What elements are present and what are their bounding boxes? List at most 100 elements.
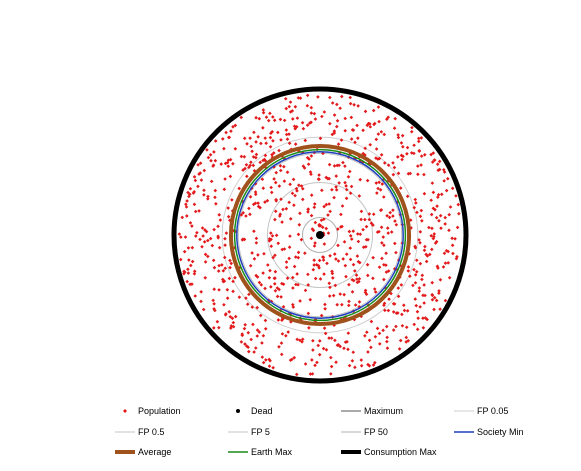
population-point bbox=[291, 177, 296, 182]
population-point bbox=[261, 108, 266, 112]
population-point bbox=[301, 164, 306, 168]
population-point bbox=[297, 183, 301, 187]
population-point bbox=[431, 190, 436, 195]
population-point bbox=[206, 194, 210, 199]
population-point bbox=[203, 228, 207, 232]
population-point bbox=[186, 271, 191, 275]
population-point bbox=[228, 265, 232, 270]
population-point bbox=[228, 157, 233, 162]
population-point bbox=[434, 215, 439, 220]
population-point bbox=[263, 136, 267, 140]
population-point bbox=[416, 172, 420, 177]
population-point bbox=[425, 317, 429, 322]
population-point bbox=[373, 290, 378, 294]
population-point bbox=[275, 294, 280, 299]
population-point bbox=[367, 212, 372, 216]
population-point bbox=[342, 346, 346, 351]
population-point bbox=[254, 152, 259, 157]
population-point bbox=[267, 275, 272, 280]
population-point bbox=[367, 363, 372, 368]
population-point bbox=[284, 260, 289, 264]
population-point bbox=[313, 363, 317, 368]
population-point bbox=[190, 259, 195, 264]
population-point bbox=[277, 345, 281, 349]
population-point bbox=[416, 139, 421, 144]
population-point bbox=[322, 204, 326, 209]
population-point bbox=[261, 186, 266, 191]
population-point bbox=[244, 296, 248, 300]
population-point bbox=[429, 234, 434, 238]
population-point bbox=[339, 212, 343, 217]
population-point bbox=[233, 123, 238, 128]
population-point bbox=[355, 254, 360, 258]
population-point bbox=[192, 202, 197, 207]
legend-item-consumption-max: Consumption Max bbox=[341, 447, 437, 457]
population-point bbox=[256, 204, 261, 209]
population-point bbox=[423, 244, 427, 249]
population-point bbox=[300, 337, 305, 342]
population-point bbox=[405, 309, 410, 313]
population-point bbox=[377, 119, 381, 124]
population-point bbox=[277, 184, 282, 188]
population-point bbox=[408, 218, 413, 222]
population-point bbox=[203, 260, 208, 264]
population-point bbox=[334, 185, 338, 189]
population-point bbox=[349, 237, 354, 241]
population-point bbox=[348, 191, 353, 195]
population-point bbox=[248, 212, 252, 217]
population-point bbox=[364, 224, 369, 229]
population-point bbox=[193, 178, 198, 183]
population-point bbox=[357, 300, 362, 304]
population-point bbox=[346, 347, 350, 352]
population-point bbox=[254, 115, 258, 120]
population-point bbox=[257, 330, 262, 334]
population-point bbox=[363, 288, 368, 293]
population-point bbox=[240, 238, 245, 242]
population-point bbox=[311, 338, 315, 343]
population-point bbox=[352, 278, 356, 283]
population-point bbox=[213, 139, 218, 143]
population-point bbox=[251, 202, 256, 207]
population-point bbox=[278, 168, 283, 173]
population-point bbox=[211, 258, 216, 263]
population-point bbox=[371, 212, 376, 217]
population-point bbox=[347, 299, 351, 304]
population-point bbox=[422, 283, 426, 287]
population-point bbox=[382, 161, 387, 165]
population-point bbox=[291, 286, 295, 290]
population-point bbox=[193, 209, 198, 214]
population-point bbox=[280, 332, 285, 336]
population-point bbox=[309, 120, 313, 125]
population-point bbox=[280, 220, 284, 224]
population-point bbox=[442, 179, 446, 183]
population-point bbox=[417, 238, 421, 242]
population-point bbox=[321, 151, 325, 156]
population-point bbox=[359, 358, 364, 362]
population-point bbox=[347, 169, 352, 174]
population-point bbox=[254, 273, 258, 278]
population-point bbox=[345, 340, 349, 344]
population-point bbox=[387, 215, 392, 220]
population-point bbox=[222, 255, 227, 260]
population-point bbox=[301, 126, 306, 131]
population-point bbox=[266, 263, 270, 267]
population-point bbox=[177, 232, 182, 236]
population-point bbox=[416, 164, 420, 168]
population-point bbox=[308, 372, 313, 376]
population-point bbox=[379, 130, 384, 134]
population-point bbox=[276, 241, 280, 246]
population-point bbox=[221, 279, 226, 284]
population-point bbox=[436, 266, 440, 270]
population-point bbox=[360, 160, 365, 165]
population-point bbox=[438, 307, 442, 311]
population-point bbox=[386, 308, 391, 313]
population-point bbox=[267, 357, 272, 362]
legend-label: Society Min bbox=[477, 427, 524, 437]
population-point bbox=[384, 270, 389, 274]
population-point bbox=[354, 273, 359, 277]
population-point bbox=[431, 151, 436, 155]
population-point bbox=[309, 213, 314, 218]
population-point bbox=[224, 130, 228, 135]
population-point bbox=[338, 344, 342, 349]
population-point bbox=[380, 241, 384, 245]
